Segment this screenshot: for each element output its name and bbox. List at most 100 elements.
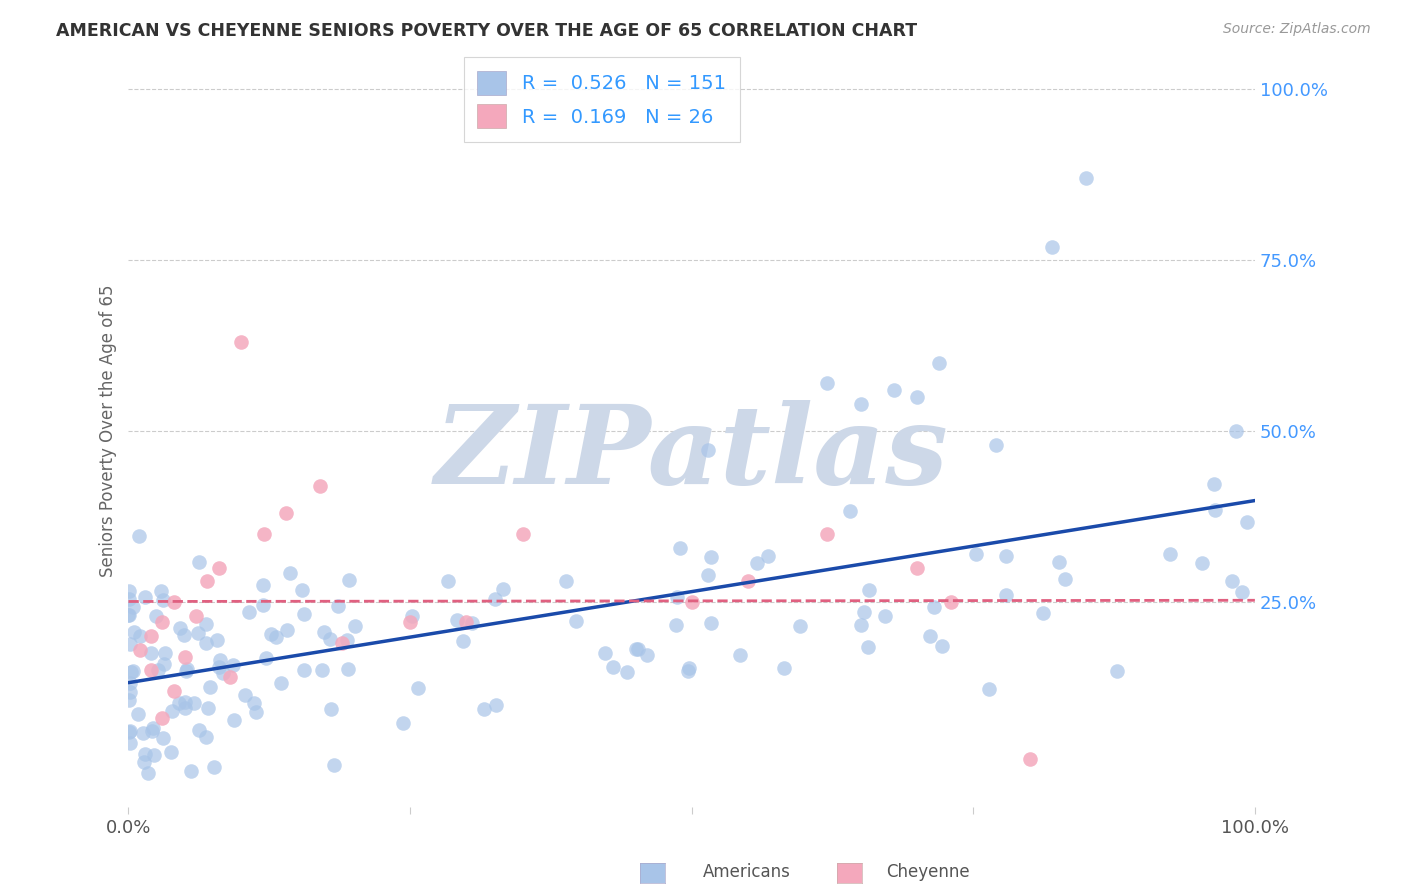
Americans xyxy=(194,636,217,650)
Americans xyxy=(789,619,811,633)
Americans xyxy=(117,608,139,623)
Americans xyxy=(994,549,1017,563)
Americans xyxy=(700,550,723,565)
Americans xyxy=(924,600,946,615)
Americans xyxy=(1105,664,1128,678)
Americans xyxy=(245,706,267,720)
Cheyenne xyxy=(905,561,928,575)
Americans xyxy=(1054,573,1077,587)
Americans xyxy=(118,592,141,607)
Americans xyxy=(343,619,366,633)
Americans xyxy=(136,765,159,780)
Americans xyxy=(276,623,298,637)
Americans xyxy=(696,568,718,582)
Americans xyxy=(266,630,288,644)
Americans xyxy=(1225,424,1247,438)
Americans xyxy=(318,632,340,646)
Americans xyxy=(242,696,264,710)
Cheyenne xyxy=(139,629,162,643)
Americans xyxy=(202,760,225,774)
Americans xyxy=(492,582,515,596)
Americans xyxy=(167,696,190,710)
Americans xyxy=(391,715,413,730)
Americans xyxy=(122,624,145,639)
Americans xyxy=(321,702,343,716)
Americans xyxy=(152,731,174,745)
Americans xyxy=(153,657,176,672)
Americans xyxy=(1236,515,1258,529)
Americans xyxy=(1220,574,1243,588)
Americans xyxy=(134,755,156,769)
Cheyenne xyxy=(1018,752,1040,766)
Americans xyxy=(169,621,191,635)
Cheyenne xyxy=(207,561,229,575)
Americans xyxy=(472,701,495,715)
Y-axis label: Seniors Poverty Over the Age of 65: Seniors Poverty Over the Age of 65 xyxy=(100,285,117,577)
Americans xyxy=(254,651,277,665)
Cheyenne xyxy=(150,615,173,630)
Cheyenne xyxy=(399,615,422,630)
Americans xyxy=(323,757,346,772)
Americans xyxy=(1040,239,1063,253)
Americans xyxy=(1204,503,1226,517)
Americans xyxy=(134,590,156,604)
Americans xyxy=(238,605,260,619)
Americans xyxy=(461,616,484,631)
Americans xyxy=(208,659,231,673)
Americans xyxy=(122,664,145,678)
Americans xyxy=(747,556,769,570)
Americans xyxy=(222,658,245,673)
Americans xyxy=(222,713,245,727)
Americans xyxy=(920,629,942,643)
Americans xyxy=(176,662,198,676)
Americans xyxy=(678,660,700,674)
Americans xyxy=(312,624,335,639)
Americans xyxy=(616,665,638,679)
Americans xyxy=(188,723,211,737)
Americans xyxy=(252,578,274,592)
Americans xyxy=(134,747,156,762)
Americans xyxy=(252,598,274,612)
Americans xyxy=(665,617,688,632)
Cheyenne xyxy=(512,526,534,541)
Americans xyxy=(977,682,1000,697)
Americans xyxy=(143,747,166,762)
Cheyenne xyxy=(229,335,252,350)
Cheyenne xyxy=(681,595,703,609)
Americans xyxy=(200,680,222,694)
Americans xyxy=(451,633,474,648)
Americans xyxy=(336,633,359,648)
Americans xyxy=(159,745,181,759)
Text: ZIPatlas: ZIPatlas xyxy=(434,400,949,508)
Americans xyxy=(565,614,588,628)
Americans xyxy=(173,628,195,642)
Americans xyxy=(152,592,174,607)
Americans xyxy=(602,660,624,674)
Americans xyxy=(669,541,692,556)
Americans xyxy=(1159,547,1181,561)
Cheyenne xyxy=(332,636,354,650)
Americans xyxy=(883,383,905,397)
Americans xyxy=(406,681,429,695)
Americans xyxy=(995,587,1018,601)
Americans xyxy=(311,663,333,677)
Americans xyxy=(141,724,163,739)
Americans xyxy=(118,736,141,750)
Americans xyxy=(905,390,928,404)
Americans xyxy=(118,583,141,598)
Americans xyxy=(728,648,751,662)
Americans xyxy=(233,688,256,702)
Cheyenne xyxy=(162,683,184,698)
Americans xyxy=(401,609,423,624)
Americans xyxy=(212,665,235,680)
Text: Americans: Americans xyxy=(703,863,790,881)
Cheyenne xyxy=(253,526,276,541)
Legend: R =  0.526   N = 151, R =  0.169   N = 26: R = 0.526 N = 151, R = 0.169 N = 26 xyxy=(464,57,740,142)
Americans xyxy=(593,646,616,660)
Americans xyxy=(1032,607,1054,621)
Cheyenne xyxy=(218,670,240,684)
Text: Cheyenne: Cheyenne xyxy=(886,863,969,881)
Americans xyxy=(129,629,152,643)
Americans xyxy=(292,607,315,621)
Americans xyxy=(337,573,360,587)
